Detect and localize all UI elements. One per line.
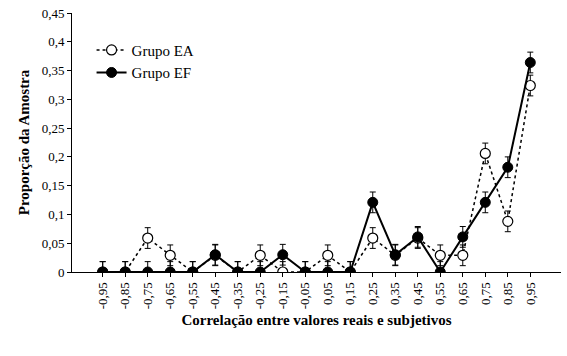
svg-text:-0,35: -0,35	[230, 282, 245, 309]
svg-text:0,55: 0,55	[433, 282, 448, 305]
svg-text:Correlação entre valores reais: Correlação entre valores reais e subjeti…	[181, 312, 451, 328]
svg-text:-0,85: -0,85	[117, 282, 132, 309]
svg-text:-0,65: -0,65	[162, 282, 177, 309]
svg-text:Grupo EF: Grupo EF	[132, 65, 192, 81]
svg-text:0,85: 0,85	[500, 282, 515, 305]
svg-text:0,35: 0,35	[42, 63, 65, 78]
svg-text:0,05: 0,05	[320, 282, 335, 305]
svg-text:0,25: 0,25	[42, 121, 65, 136]
svg-text:-0,05: -0,05	[297, 282, 312, 309]
svg-text:0,05: 0,05	[42, 236, 65, 251]
svg-text:0,3: 0,3	[48, 92, 64, 107]
svg-text:0,4: 0,4	[48, 34, 65, 49]
svg-text:0,65: 0,65	[455, 282, 470, 305]
svg-text:0,25: 0,25	[365, 282, 380, 305]
svg-text:-0,95: -0,95	[95, 282, 110, 309]
svg-text:0: 0	[58, 265, 65, 280]
svg-text:0,15: 0,15	[342, 282, 357, 305]
svg-text:-0,25: -0,25	[252, 282, 267, 309]
svg-text:Proporção da Amostra: Proporção da Amostra	[16, 69, 32, 215]
svg-text:0,95: 0,95	[523, 282, 538, 305]
svg-text:-0,75: -0,75	[140, 282, 155, 309]
svg-text:-0,45: -0,45	[207, 282, 222, 309]
svg-text:Grupo EA: Grupo EA	[132, 43, 194, 59]
svg-text:-0,55: -0,55	[185, 282, 200, 309]
svg-text:0,45: 0,45	[410, 282, 425, 305]
svg-text:0,2: 0,2	[48, 149, 64, 164]
svg-text:-0,15: -0,15	[275, 282, 290, 309]
svg-text:0,35: 0,35	[387, 282, 402, 305]
svg-text:0,45: 0,45	[42, 6, 65, 21]
svg-text:0,75: 0,75	[478, 282, 493, 305]
svg-text:0,1: 0,1	[48, 207, 64, 222]
svg-text:0,15: 0,15	[42, 178, 65, 193]
